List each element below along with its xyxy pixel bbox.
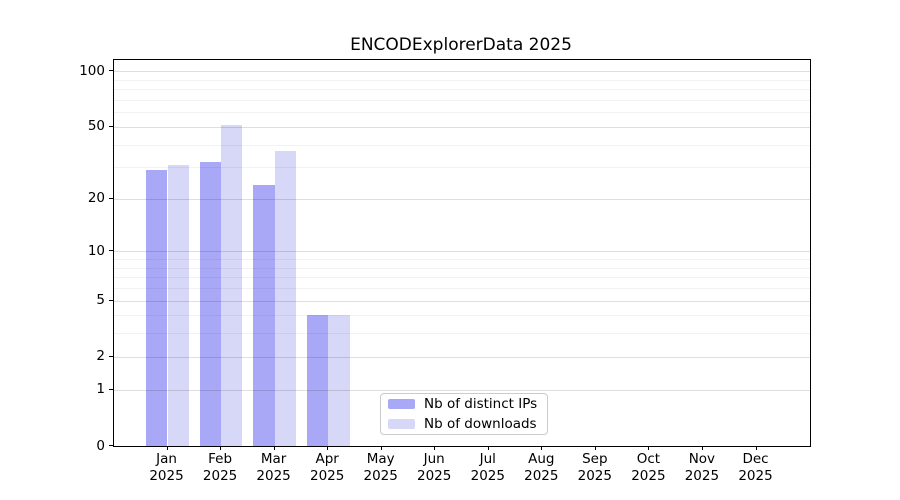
gridline-major-5 [114,300,810,302]
x-tick-aug [541,446,543,450]
gridline-major-20 [114,198,810,200]
x-tick-nov [701,446,703,450]
gridline-major-100 [114,71,810,73]
x-tick-mar [273,446,275,450]
bar-feb-downloads [221,125,243,446]
x-tick-label-nov: Nov 2025 [684,451,720,484]
y-tick-2 [109,355,113,357]
x-tick-label-aug: Aug 2025 [524,451,559,484]
y-tick-0 [109,445,113,446]
x-tick-label-apr: Apr 2025 [310,451,345,484]
x-tick-jun [434,446,436,450]
bar-apr-distinct-ips [306,315,329,446]
x-tick-label-jul: Jul 2025 [470,451,505,484]
bar-feb-distinct-ips [199,162,222,446]
y-tick-label-1: 1 [96,381,105,398]
legend-item-downloads: Nb of downloads [388,415,547,432]
x-tick-label-feb: Feb 2025 [202,451,238,484]
bar-apr-downloads [328,315,350,446]
y-tick-5 [109,299,113,301]
x-tick-sep [594,446,596,450]
y-tick-label-100: 100 [79,62,105,79]
legend: Nb of distinct IPs Nb of downloads [380,393,548,435]
gridline-minor-70 [114,99,810,101]
gridline-major-1 [114,389,810,391]
bars-layer [114,60,810,446]
gridline-minor-6 [114,288,810,289]
legend-item-distinct-ips: Nb of distinct IPs [388,395,547,412]
y-tick-label-20: 20 [87,190,105,207]
x-tick-may [380,446,382,450]
y-tick-label-5: 5 [96,292,105,308]
y-tick-label-0: 0 [96,437,105,454]
x-tick-jan [166,446,168,450]
bar-mar-distinct-ips [253,184,275,446]
legend-swatch-downloads-icon [388,419,415,429]
gridline-major-50 [114,126,810,128]
bar-mar-downloads [274,150,296,446]
gridline-minor-8 [114,267,810,269]
x-tick-feb [220,446,222,450]
gridline-minor-30 [114,167,810,169]
gridline-minor-60 [114,112,810,114]
gridline-major-2 [114,356,810,358]
legend-label-distinct-ips: Nb of distinct IPs [424,395,538,412]
y-tick-label-10: 10 [87,242,105,259]
x-tick-label-dec: Dec 2025 [738,451,773,484]
x-tick-label-oct: Oct 2025 [631,451,666,484]
x-tick-label-jan: Jan 2025 [149,451,184,484]
x-tick-dec [755,446,757,450]
gridline-major-10 [114,251,810,253]
gridline-minor-90 [114,79,810,81]
y-tick-10 [109,250,113,252]
x-tick-label-sep: Sep 2025 [577,451,612,484]
x-tick-jul [487,446,489,450]
x-tick-apr [327,446,329,450]
gridline-minor-80 [114,89,810,91]
gridline-minor-9 [114,259,810,260]
y-tick-label-2: 2 [96,348,105,365]
chart-title: ENCODExplorerData 2025 [350,35,572,55]
y-tick-label-50: 50 [87,118,105,135]
gridline-minor-3 [114,333,810,335]
grid-layer [114,60,810,446]
x-tick-label-may: May 2025 [363,451,398,484]
y-tick-50 [109,125,113,127]
x-tick-oct [648,446,650,450]
bar-jan-distinct-ips [146,169,168,446]
legend-swatch-distinct-ips-icon [388,399,415,409]
y-tick-1 [109,388,113,390]
gridline-minor-40 [114,144,810,146]
x-tick-label-jun: Jun 2025 [417,451,452,484]
plot-area: Nb of distinct IPs Nb of downloads [113,59,811,447]
y-tick-100 [109,70,113,72]
x-tick-label-mar: Mar 2025 [256,451,291,484]
legend-label-downloads: Nb of downloads [424,415,537,432]
y-tick-20 [109,197,113,199]
gridline-minor-4 [114,315,810,317]
bar-jan-downloads [167,164,189,446]
gridline-minor-7 [114,277,810,279]
